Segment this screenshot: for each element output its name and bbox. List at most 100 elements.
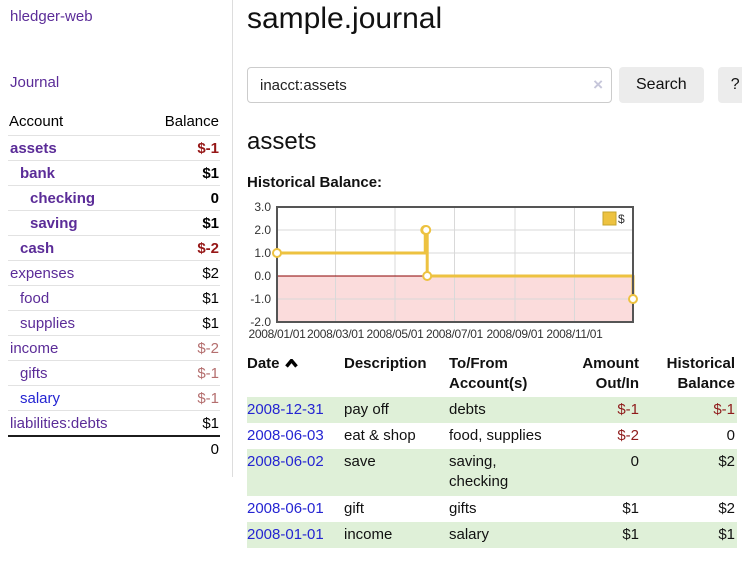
register-cell-balance: 0 (726, 426, 735, 444)
sidebar-account-link-assets[interactable]: assets (10, 139, 57, 157)
svg-text:3.0: 3.0 (254, 200, 271, 214)
main-content: sample.journal × Search ? assets Histori… (233, 0, 742, 548)
account-balance: $-1 (197, 364, 219, 382)
register-cell-balance: $-1 (713, 400, 735, 418)
register-cell-amount: $-1 (617, 400, 639, 418)
svg-text:2008/01/01: 2008/01/01 (248, 327, 306, 341)
chart-title: Historical Balance: (247, 174, 383, 191)
historical-balance-chart[interactable]: 3.0 2.0 1.0 0.0 -1.0 -2.0 2008/01/01 2008/03/01… (247, 199, 742, 341)
sidebar-account-link-checking[interactable]: checking (30, 189, 96, 207)
account-balance: $2 (202, 264, 219, 282)
account-balance: 0 (210, 189, 219, 207)
register-header-accounts: To/From Account(s) (449, 355, 528, 393)
svg-text:$: $ (618, 212, 625, 226)
svg-text:2008/09/01: 2008/09/01 (486, 327, 544, 341)
svg-text:2008/11/01: 2008/11/01 (546, 327, 603, 341)
sidebar-account-row: expenses $2 (8, 260, 220, 285)
sidebar-item-journal[interactable]: Journal (10, 74, 60, 91)
register-cell-date: 2008-12-31 (247, 397, 344, 423)
register-date-link[interactable]: 2008-06-01 (247, 499, 324, 517)
sidebar-account-link-liabilities-debts[interactable]: liabilities:debts (10, 414, 108, 432)
page-title: sample.journal (247, 2, 443, 35)
sidebar-account-link-salary[interactable]: salary (20, 389, 61, 407)
register-header-amount: Amount Out/In (582, 355, 639, 393)
register-cell-balance: $1 (718, 525, 735, 543)
sidebar-account-row: assets $-1 (8, 135, 220, 160)
svg-text:-1.0: -1.0 (250, 292, 271, 306)
account-balance: $-2 (197, 239, 219, 257)
app-window: hledger-web Journal Account Balance asse… (0, 0, 742, 548)
svg-text:2008/05/01: 2008/05/01 (366, 327, 424, 341)
register-cell-date: 2008-01-01 (247, 522, 344, 548)
register-cell-amount: $1 (622, 525, 639, 543)
clear-search-icon[interactable]: × (593, 75, 603, 94)
sidebar-account-rows: assets $-1 bank $1 checking 0 saving $1 cash $-2 e… (8, 135, 220, 435)
accounts-header-account: Account (9, 113, 64, 130)
register-cell-amount: $1 (622, 499, 639, 517)
account-balance: $1 (202, 314, 219, 332)
register-date-link[interactable]: 2008-01-01 (247, 525, 324, 543)
register-row: 2008-06-02 save saving, checking 0 $2 (247, 449, 737, 496)
register-row: 2008-06-01 gift gifts $1 $2 (247, 496, 737, 522)
sidebar-account-row: supplies $1 (8, 310, 220, 335)
search-button[interactable]: Search (619, 67, 704, 103)
svg-text:2.0: 2.0 (254, 223, 271, 237)
register-row: 2008-06-03 eat & shop food, supplies $-2 0 (247, 423, 737, 449)
sidebar-account-row: liabilities:debts $1 (8, 410, 220, 435)
sidebar-account-link-cash[interactable]: cash (20, 239, 55, 257)
sidebar-account-row: cash $-2 (8, 235, 220, 260)
register-cell-description: save (344, 453, 376, 470)
svg-text:2008/03/01: 2008/03/01 (307, 327, 365, 341)
sidebar-account-row: checking 0 (8, 185, 220, 210)
register-row: 2008-12-31 pay off debts $-1 $-1 (247, 396, 737, 423)
svg-text:-2.0: -2.0 (250, 315, 271, 329)
sort-ascending-icon (284, 357, 298, 368)
register-date-link[interactable]: 2008-12-31 (247, 400, 324, 418)
sidebar-account-link-saving[interactable]: saving (30, 214, 78, 232)
register-cell-description: pay off (344, 400, 389, 418)
sidebar-account-link-bank[interactable]: bank (20, 164, 56, 182)
account-heading: assets (247, 128, 317, 155)
account-balance: $-1 (197, 139, 219, 157)
search-input[interactable] (247, 67, 612, 103)
sidebar: hledger-web Journal Account Balance asse… (0, 0, 233, 477)
register-cell-description: income (344, 525, 393, 543)
register-header-date[interactable]: Date (247, 352, 344, 397)
register-cell-accounts: gifts (449, 499, 477, 517)
sidebar-account-row: income $-2 (8, 335, 220, 360)
sidebar-account-row: bank $1 (8, 160, 220, 185)
register-cell-accounts: salary (449, 525, 490, 543)
register-date-link[interactable]: 2008-06-03 (247, 426, 324, 444)
sidebar-account-link-gifts[interactable]: gifts (20, 364, 48, 382)
register-row: 2008-01-01 income salary $1 $1 (247, 521, 737, 548)
sidebar-account-link-expenses[interactable]: expenses (10, 264, 75, 282)
account-balance: $1 (202, 164, 219, 182)
svg-text:2008/07/01: 2008/07/01 (426, 327, 484, 341)
sidebar-account-link-food[interactable]: food (20, 289, 50, 307)
register-date-link[interactable]: 2008-06-02 (247, 453, 324, 470)
sidebar-account-row: food $1 (8, 285, 220, 310)
register-header-row: Date Description To/From Account(s) Amou… (247, 352, 737, 397)
app-title-link[interactable]: hledger-web (10, 8, 93, 25)
register-cell-accounts: saving, checking (449, 453, 509, 491)
register-cell-date: 2008-06-02 (247, 449, 344, 496)
search-form: × Search ? (247, 67, 742, 103)
register-cell-balance: $2 (718, 499, 735, 517)
accounts-table: Account Balance assets $-1 bank $1 checking 0… (8, 111, 220, 461)
sidebar-total-row: 0 (8, 435, 220, 461)
sidebar-account-row: saving $1 (8, 210, 220, 235)
register-cell-description: eat & shop (344, 426, 416, 444)
register-cell-description: gift (344, 499, 365, 517)
account-balance: $1 (202, 214, 219, 232)
accounts-table-header: Account Balance (8, 111, 220, 135)
register-table: Date Description To/From Account(s) Amou… (247, 352, 737, 548)
sidebar-account-link-supplies[interactable]: supplies (20, 314, 76, 332)
account-balance: $-1 (197, 389, 219, 407)
register-cell-date: 2008-06-01 (247, 496, 344, 522)
account-balance: $1 (202, 289, 219, 307)
sidebar-account-link-income[interactable]: income (10, 339, 59, 357)
help-button[interactable]: ? (717, 67, 742, 103)
accounts-header-balance: Balance (164, 113, 219, 130)
register-cell-balance: $2 (718, 453, 735, 470)
